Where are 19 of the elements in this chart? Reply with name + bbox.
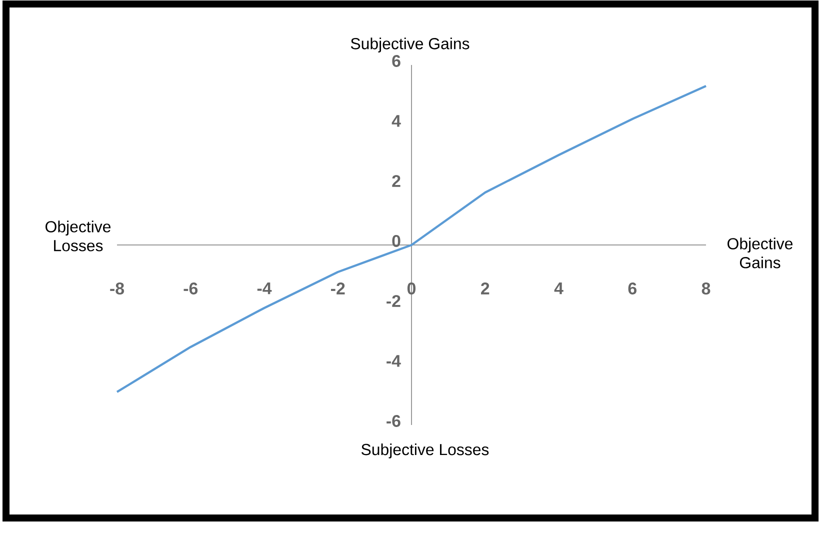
y-tick-label: 6 [392, 54, 400, 67]
y-tick-label: 4 [392, 115, 401, 127]
x-tick-label: -4 [257, 282, 272, 294]
x-tick-label: 6 [628, 282, 636, 294]
y-tick-label: 0 [392, 234, 400, 247]
x-tick-label: -6 [184, 282, 198, 294]
y-tick-label: -2 [386, 295, 400, 307]
text: Subjective Losses [361, 444, 489, 458]
x-tick-label: 2 [481, 282, 490, 294]
y-tick-label: -4 [386, 355, 401, 367]
text: Objective Losses [46, 220, 111, 252]
x-tick-label: 4 [554, 282, 564, 294]
y-axis-title: Subjective Gains [350, 38, 470, 52]
x-tick-label: -8 [110, 282, 124, 294]
x-tick-label: -2 [331, 282, 345, 294]
x-axis-title: Objective Gains [728, 238, 793, 268]
x-tick-label: 8 [702, 282, 710, 294]
y-tick-label: -6 [386, 414, 400, 427]
y-tick-label: 2 [392, 175, 400, 187]
